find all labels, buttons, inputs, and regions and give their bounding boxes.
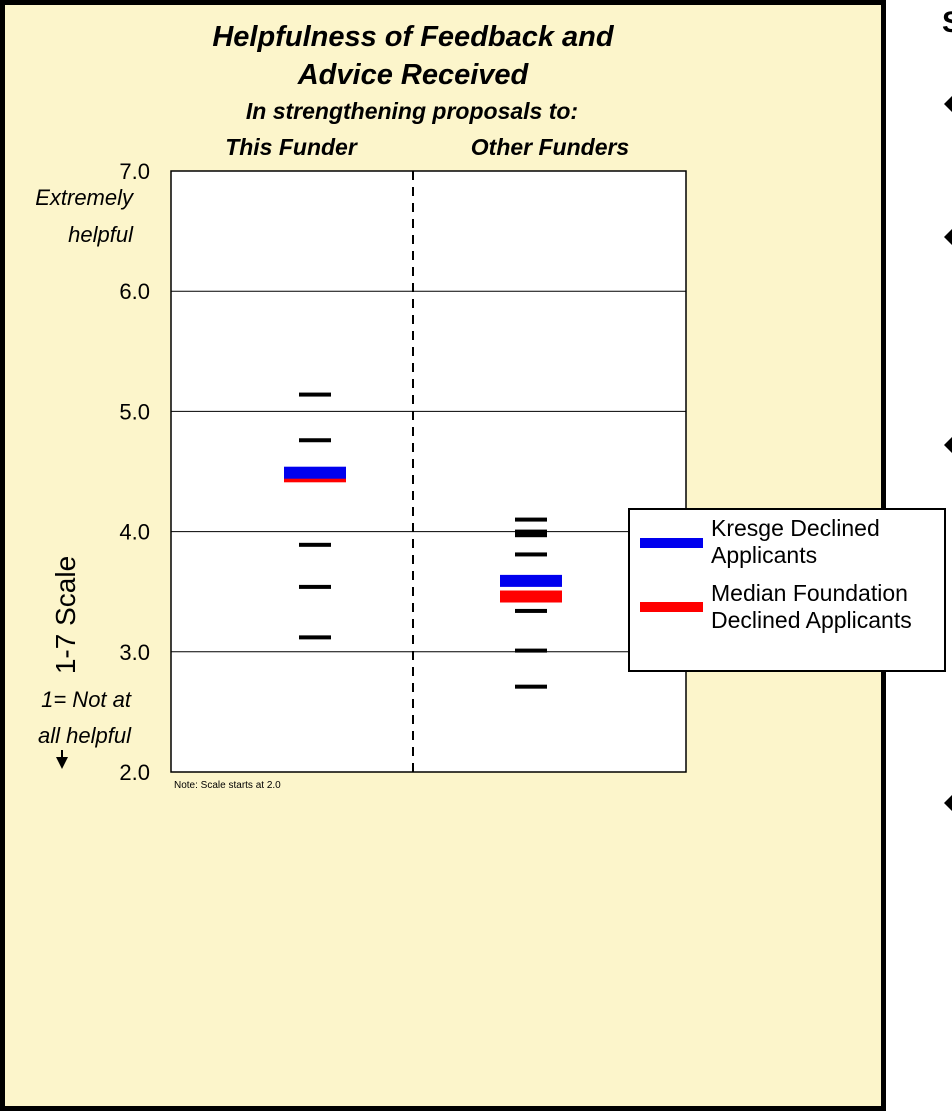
legend-label-median-line-2: Declined Applicants (711, 607, 912, 633)
funder-marker (515, 533, 547, 538)
legend: Kresge Declined Applicants Median Founda… (628, 508, 946, 672)
plot-area (170, 170, 687, 773)
y-tick-labels: 2.0 3.0 4.0 5.0 6.0 7.0 (119, 159, 150, 785)
funder-marker (515, 648, 547, 653)
funder-marker (515, 608, 547, 613)
top-annotation-line-1: Extremely (35, 185, 135, 210)
funder-marker (299, 542, 331, 547)
bullet-icon (944, 795, 952, 811)
top-annotation-line-2: helpful (68, 222, 134, 247)
bottom-annotation-line-2: all helpful (38, 723, 132, 748)
scale-note: Note: Scale starts at 2.0 (174, 780, 281, 791)
kresge-marker (500, 574, 562, 587)
funder-marker (299, 584, 331, 589)
funder-marker (515, 517, 547, 522)
y-tick-label: 5.0 (119, 399, 150, 424)
y-tick-label: 6.0 (119, 279, 150, 304)
y-tick-label: 7.0 (119, 159, 150, 184)
chart-title-line-2: Advice Received (297, 59, 530, 91)
kresge-marker (284, 466, 346, 479)
bullet-icon (944, 229, 952, 245)
funder-marker (299, 438, 331, 443)
legend-swatch-median (640, 602, 703, 612)
legend-label-median-line-1: Median Foundation (711, 580, 908, 606)
chart-title-line-1: Helpfulness of Feedback and (212, 21, 615, 53)
y-axis-label: 1-7 Scale (50, 556, 81, 674)
chart-subtitle: In strengthening proposals to: (246, 98, 578, 124)
legend-label-kresge-line-2: Applicants (711, 542, 817, 568)
bullet-icon (944, 437, 952, 453)
bottom-annotation-line-1: 1= Not at (41, 687, 132, 712)
y-tick-label: 2.0 (119, 760, 150, 785)
funder-marker (515, 529, 547, 534)
down-arrow-icon (56, 750, 68, 769)
funder-marker (515, 552, 547, 557)
funder-marker (299, 635, 331, 640)
bullet-icon (944, 96, 952, 112)
y-tick-label: 3.0 (119, 640, 150, 665)
funder-marker (299, 392, 331, 397)
category-label-other-funders: Other Funders (471, 134, 629, 160)
legend-swatch-kresge (640, 538, 703, 548)
category-label-this-funder: This Funder (225, 134, 358, 160)
gridlines (171, 290, 686, 653)
side-heading-fragment: S (942, 6, 952, 39)
legend-box (628, 508, 946, 672)
legend-label-kresge-line-1: Kresge Declined (711, 515, 880, 541)
y-tick-label: 4.0 (119, 520, 150, 545)
data-marks (284, 392, 562, 689)
funder-marker (515, 684, 547, 689)
median-marker (500, 590, 562, 603)
